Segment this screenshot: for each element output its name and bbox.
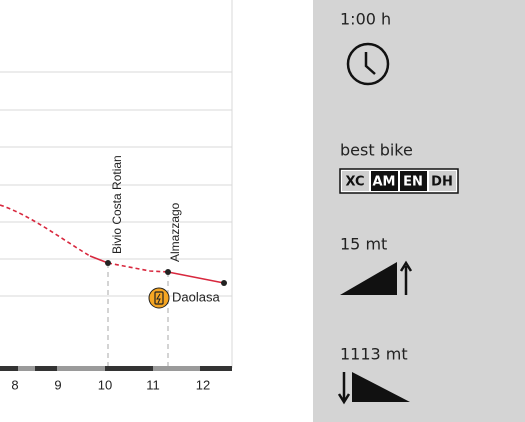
badge-bg: [400, 171, 427, 191]
sidebar: 1:00 h best bike XC AM EN DH 15 mt 1113 …: [313, 0, 525, 422]
bike-badge: XC: [345, 175, 364, 190]
axis-bar: [0, 366, 232, 371]
elevation-line: [0, 204, 225, 284]
poi-label: Daolasa: [172, 289, 220, 304]
bike-badge: EN: [403, 175, 423, 190]
badge-bg: [342, 171, 369, 191]
bike-badge: AM: [373, 175, 396, 190]
badge-bg: [429, 171, 456, 191]
x-tick-label: 10: [98, 377, 112, 392]
ascent: 15 mt: [340, 235, 387, 254]
descent: 1113 mt: [340, 345, 408, 364]
x-tick-label: 9: [54, 377, 61, 392]
profile-chart: 8 9 10 11 12 Bivio Costa Rotian Almazzag…: [0, 0, 233, 392]
waypoint-dot: [105, 260, 111, 266]
ascent-icon: [340, 260, 413, 295]
poi-icon: [148, 287, 170, 309]
bike-badge: DH: [431, 175, 453, 190]
waypoint-label: Almazzago: [168, 202, 182, 262]
clock-icon: [346, 42, 390, 86]
end-dot: [221, 280, 227, 286]
x-tick-label: 11: [146, 377, 160, 392]
waypoint-label: Bivio Costa Rotian: [110, 155, 124, 254]
badge-bg: [371, 171, 398, 191]
x-tick-label: 8: [11, 377, 18, 392]
waypoint-dot: [165, 269, 171, 275]
duration: 1:00 h: [340, 10, 391, 29]
x-tick-label: 12: [196, 377, 210, 392]
bike-label: best bike: [340, 141, 413, 160]
descent-icon: [337, 372, 410, 405]
